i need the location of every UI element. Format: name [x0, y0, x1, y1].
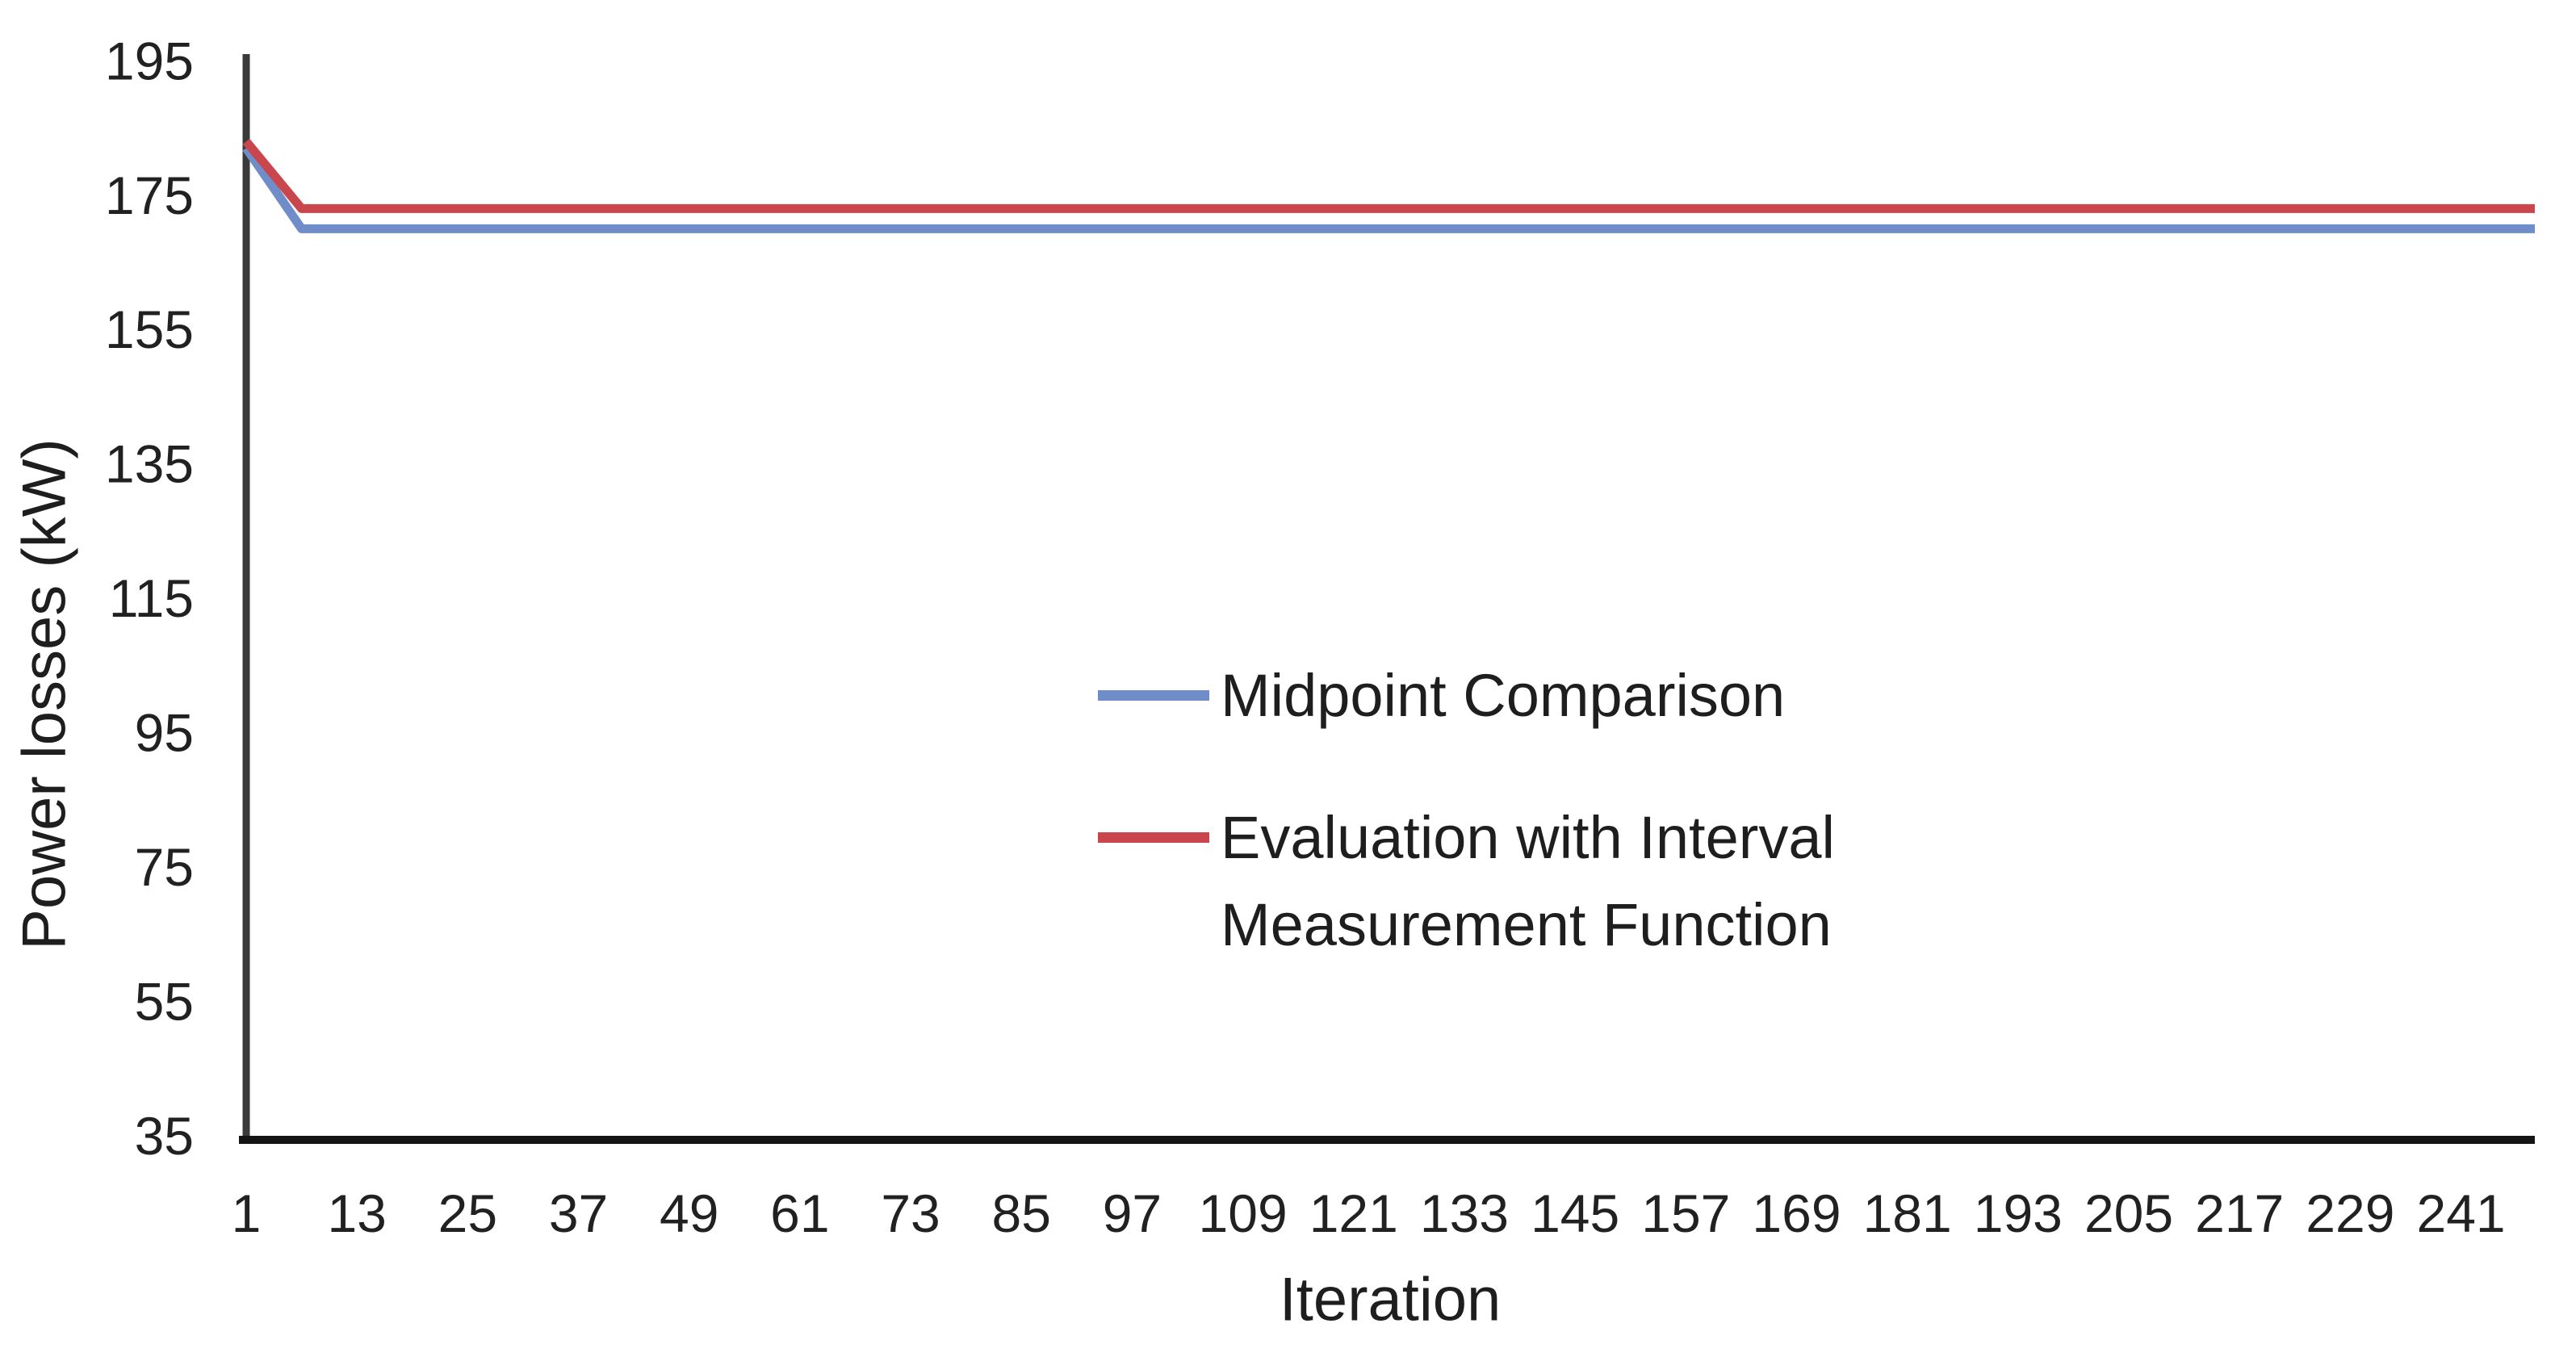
y-tick-label: 175	[105, 165, 194, 225]
y-tick-label: 135	[105, 434, 194, 494]
x-tick-label: 61	[770, 1183, 829, 1243]
y-tick-label: 55	[135, 972, 194, 1032]
y-tick-label: 75	[135, 837, 194, 897]
x-tick-label: 205	[2084, 1183, 2173, 1243]
x-tick-label: 37	[549, 1183, 608, 1243]
x-tick-label: 133	[1420, 1183, 1509, 1243]
x-tick-label: 181	[1863, 1183, 1952, 1243]
y-tick-label: 115	[109, 568, 194, 628]
legend: Midpoint Comparison Evaluation with Inter…	[1098, 652, 1835, 1024]
x-tick-label: 49	[660, 1183, 718, 1243]
x-tick-label: 85	[992, 1183, 1051, 1243]
series-line-midpoint-comparison	[242, 145, 2535, 233]
x-tick-label: 193	[1974, 1183, 2063, 1243]
x-tick-label: 97	[1103, 1183, 1162, 1243]
legend-label: Evaluation with Interval Measurement Func…	[1221, 794, 1835, 969]
legend-label-line: Measurement Function	[1221, 891, 1832, 958]
legend-label-line: Midpoint Comparison	[1221, 662, 1786, 729]
x-axis-title: Iteration	[1279, 1265, 1502, 1334]
x-tick-label: 13	[327, 1183, 386, 1243]
x-tick-label: 241	[2416, 1183, 2505, 1243]
y-tick-label: 95	[135, 703, 194, 763]
legend-entry: Evaluation with Interval Measurement Func…	[1098, 794, 1835, 969]
x-tick-label: 145	[1531, 1183, 1619, 1243]
legend-label-line: Evaluation with Interval	[1221, 804, 1835, 871]
y-tick-label: 195	[105, 31, 194, 90]
x-tick-label: 121	[1309, 1183, 1398, 1243]
series-line-evaluation-with-interval-measurement-function	[242, 138, 2535, 213]
legend-line-swatch	[1098, 832, 1209, 843]
x-tick-label: 109	[1199, 1183, 1288, 1243]
x-tick-label: 73	[881, 1183, 940, 1243]
y-tick-label: 155	[105, 299, 194, 359]
legend-line-swatch	[1098, 690, 1209, 701]
x-tick-label: 25	[438, 1183, 497, 1243]
y-tick-label: 35	[135, 1106, 194, 1166]
x-tick-label: 229	[2306, 1183, 2394, 1243]
x-tick-label: 217	[2195, 1183, 2284, 1243]
x-tick-label: 1	[232, 1183, 262, 1243]
legend-label: Midpoint Comparison	[1221, 652, 1785, 739]
x-tick-label: 157	[1641, 1183, 1730, 1243]
y-axis-title: Power losses (kW)	[10, 438, 79, 950]
x-tick-label: 169	[1752, 1183, 1841, 1243]
legend-entry: Midpoint Comparison	[1098, 652, 1835, 739]
